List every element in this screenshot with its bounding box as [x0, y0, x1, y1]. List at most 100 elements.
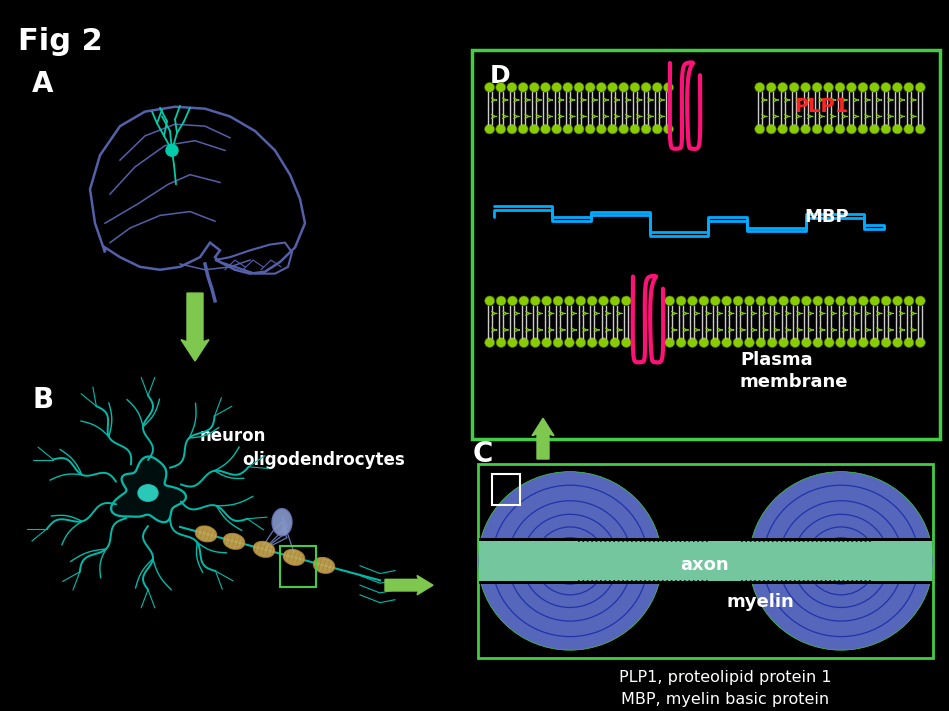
Circle shape — [619, 124, 628, 134]
Circle shape — [721, 296, 732, 306]
Polygon shape — [111, 456, 186, 523]
Circle shape — [518, 82, 528, 92]
Text: PLP1, proteolipid protein 1
MBP, myelin basic protein: PLP1, proteolipid protein 1 MBP, myelin … — [619, 670, 831, 707]
Circle shape — [663, 82, 674, 92]
Circle shape — [622, 296, 631, 306]
Circle shape — [599, 338, 608, 348]
Circle shape — [586, 124, 595, 134]
Circle shape — [749, 471, 933, 650]
Circle shape — [663, 124, 674, 134]
Text: neuron: neuron — [200, 427, 267, 445]
Circle shape — [801, 82, 810, 92]
Bar — [492, 474, 520, 505]
Circle shape — [508, 296, 517, 306]
Circle shape — [542, 296, 551, 306]
Circle shape — [619, 82, 628, 92]
Circle shape — [869, 296, 880, 306]
Circle shape — [586, 82, 595, 92]
Circle shape — [485, 124, 494, 134]
Circle shape — [766, 82, 776, 92]
Bar — [472, 50, 940, 439]
Text: axon: axon — [680, 556, 730, 574]
Text: D: D — [490, 64, 511, 88]
Circle shape — [553, 296, 563, 306]
Circle shape — [530, 124, 539, 134]
Circle shape — [710, 338, 720, 348]
Circle shape — [530, 82, 539, 92]
Text: Fig 2: Fig 2 — [18, 27, 102, 56]
Circle shape — [903, 82, 914, 92]
Ellipse shape — [272, 508, 292, 536]
Circle shape — [518, 124, 528, 134]
Circle shape — [778, 296, 789, 306]
Circle shape — [858, 296, 868, 306]
Circle shape — [812, 82, 822, 92]
Circle shape — [576, 338, 586, 348]
Circle shape — [642, 82, 651, 92]
Circle shape — [767, 296, 777, 306]
Circle shape — [869, 338, 880, 348]
Circle shape — [485, 82, 494, 92]
Circle shape — [915, 338, 925, 348]
Circle shape — [824, 296, 834, 306]
Text: B: B — [32, 386, 53, 415]
Circle shape — [630, 124, 640, 134]
Bar — [478, 464, 933, 658]
Circle shape — [812, 338, 823, 348]
Ellipse shape — [195, 526, 216, 542]
Bar — [280, 546, 316, 587]
FancyArrow shape — [532, 418, 554, 459]
Text: A: A — [32, 70, 53, 98]
Circle shape — [565, 338, 574, 348]
Circle shape — [790, 124, 799, 134]
Ellipse shape — [223, 533, 245, 550]
Circle shape — [915, 82, 925, 92]
FancyArrow shape — [385, 575, 433, 595]
Circle shape — [858, 82, 868, 92]
Circle shape — [847, 296, 857, 306]
Circle shape — [754, 124, 765, 134]
Circle shape — [869, 82, 880, 92]
Circle shape — [892, 124, 902, 134]
Circle shape — [485, 296, 494, 306]
Circle shape — [507, 82, 517, 92]
Circle shape — [607, 82, 618, 92]
Circle shape — [824, 338, 834, 348]
Circle shape — [721, 338, 732, 348]
Circle shape — [553, 338, 563, 348]
Circle shape — [847, 338, 857, 348]
Circle shape — [812, 296, 823, 306]
Circle shape — [754, 82, 765, 92]
Circle shape — [496, 338, 506, 348]
Circle shape — [676, 296, 686, 306]
Circle shape — [698, 296, 709, 306]
Circle shape — [496, 296, 506, 306]
Circle shape — [755, 338, 766, 348]
Circle shape — [881, 296, 891, 306]
Circle shape — [507, 124, 517, 134]
Circle shape — [710, 296, 720, 306]
Circle shape — [610, 296, 620, 306]
Circle shape — [664, 338, 675, 348]
Circle shape — [790, 82, 799, 92]
Circle shape — [596, 82, 606, 92]
Circle shape — [508, 338, 517, 348]
Circle shape — [587, 296, 597, 306]
Circle shape — [777, 124, 788, 134]
Circle shape — [563, 124, 573, 134]
Circle shape — [574, 124, 584, 134]
Ellipse shape — [253, 541, 274, 557]
Text: MBP: MBP — [804, 208, 848, 226]
Circle shape — [551, 124, 562, 134]
Circle shape — [642, 124, 651, 134]
Circle shape — [903, 338, 914, 348]
Circle shape — [478, 471, 662, 650]
Circle shape — [622, 338, 631, 348]
Circle shape — [495, 124, 506, 134]
Circle shape — [733, 296, 743, 306]
Circle shape — [892, 296, 902, 306]
Circle shape — [903, 296, 914, 306]
Bar — [479, 540, 932, 582]
Circle shape — [664, 296, 675, 306]
Circle shape — [574, 82, 584, 92]
